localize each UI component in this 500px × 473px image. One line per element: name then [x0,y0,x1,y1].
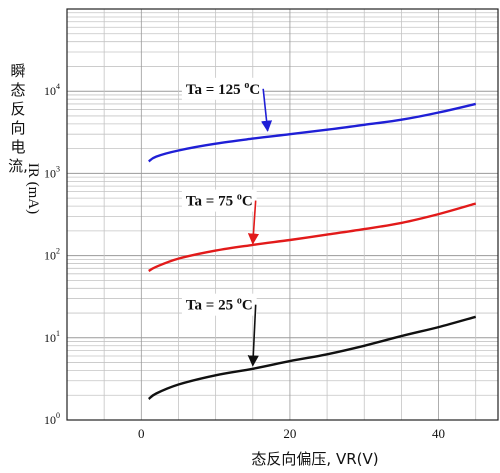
series-label-bg [181,293,257,316]
axes [66,8,499,421]
y-tick-label: 104 [44,82,60,98]
y-axis-label-cjk: 瞬态反向电流, [8,62,28,175]
grid-lines [67,9,498,421]
x-axis-label-wrap: 态反向偏压, VR(V) [0,448,500,469]
x-tick-label: 40 [432,426,445,441]
tick-labels: 0 20 40 100 101 102 103 104 [44,82,445,441]
series-label-1: Ta = 75 oC [186,192,253,210]
annotation-1: Ta = 75 oC [181,189,260,245]
series-label-2: Ta = 25 oC [186,296,253,314]
series-lines [147,102,477,400]
y-tick-label: 101 [44,329,60,345]
y-axis-label-latin: IR (mA) [25,162,42,215]
series-line-0 [147,102,476,163]
annotation-arrow-2 [247,304,259,367]
series-label-0: Ta = 125 oC [186,80,260,98]
y-tick-label: 102 [44,247,60,263]
annotation-arrow-0 [261,88,273,132]
annotation-arrow-1 [247,200,260,245]
series-label-bg [181,189,257,212]
series-line-2 [147,315,477,400]
plot-background [67,9,498,420]
annotation-2: Ta = 25 oC [181,293,259,367]
series-label-bg [181,77,265,100]
x-axis-label: 态反向偏压, VR(V) [251,450,379,468]
annotation-0: Ta = 125 oC [181,77,273,132]
plot-frame [66,8,499,421]
x-tick-label: 20 [283,426,296,441]
x-tick-label: 0 [138,426,145,441]
series-line-1 [148,202,477,273]
annotations: Ta = 125 oC Ta = 75 oC Ta = 25 oC [181,77,273,367]
y-axis-label: 瞬态反向电流, IR (mA) [7,62,41,214]
y-tick-label: 100 [44,411,60,427]
y-tick-label: 103 [44,164,60,180]
